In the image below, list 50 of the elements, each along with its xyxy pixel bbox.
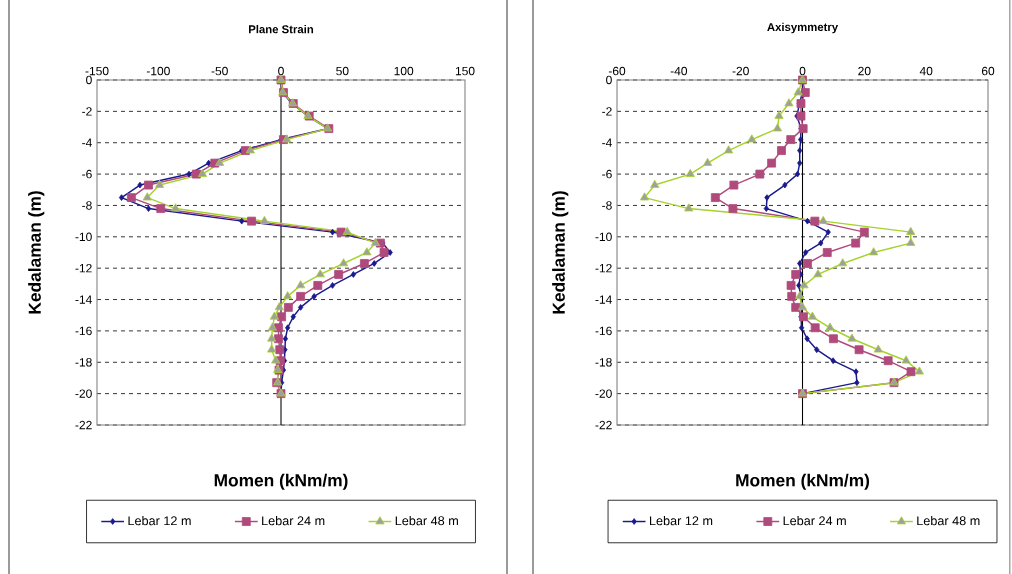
x-tick-label: -40 xyxy=(670,66,688,76)
x-axis-title: Momen (kNm/m) xyxy=(736,473,870,490)
y-axis-title: Kedalaman (m) xyxy=(552,191,569,314)
x-tick-label: 100 xyxy=(394,66,414,76)
chart-title: Axisymmetry xyxy=(767,22,839,34)
legend-label: Lebar 24 m xyxy=(262,515,325,526)
x-tick-label: 60 xyxy=(981,66,995,76)
legend-label: Lebar 48 m xyxy=(917,515,980,526)
y-tick-label: 0 xyxy=(86,75,92,85)
x-tick-label: 40 xyxy=(919,66,933,76)
y-tick-label: -8 xyxy=(82,201,92,210)
x-tick-label: 0 xyxy=(799,66,806,76)
y-tick-label: -4 xyxy=(82,138,92,147)
x-tick-label: -150 xyxy=(85,66,109,76)
y-tick-label: -6 xyxy=(82,169,92,179)
y-tick-label: -4 xyxy=(602,138,612,147)
y-tick-label: -2 xyxy=(602,107,612,116)
y-tick-label: -22 xyxy=(75,420,92,430)
x-tick-label: -50 xyxy=(211,66,228,76)
legend-label: Lebar 48 m xyxy=(395,515,458,526)
y-tick-label: -10 xyxy=(75,232,92,242)
y-tick-label: -8 xyxy=(602,201,612,210)
x-tick-label: -20 xyxy=(732,66,749,76)
x-tick-label: -100 xyxy=(146,66,170,76)
legend-label: Lebar 24 m xyxy=(783,515,846,526)
y-tick-label: -10 xyxy=(595,232,612,242)
y-tick-label: 0 xyxy=(606,75,612,85)
y-tick-label: -6 xyxy=(602,169,612,179)
y-tick-label: -12 xyxy=(75,263,92,273)
y-tick-label: -20 xyxy=(595,389,612,398)
x-axis-title: Momen (kNm/m) xyxy=(214,473,348,490)
y-tick-label: -12 xyxy=(595,263,612,273)
legend-label: Lebar 12 m xyxy=(649,515,713,526)
y-tick-label: -14 xyxy=(75,295,92,304)
y-tick-label: -18 xyxy=(595,358,612,367)
x-tick-label: 50 xyxy=(336,66,349,76)
y-tick-label: -14 xyxy=(595,295,612,304)
y-tick-label: -20 xyxy=(75,389,92,398)
y-tick-label: -22 xyxy=(595,420,612,430)
y-axis-title: Kedalaman (m) xyxy=(28,191,45,314)
x-tick-label: -60 xyxy=(608,66,626,76)
y-tick-label: -16 xyxy=(75,326,92,336)
x-tick-label: 150 xyxy=(455,66,475,76)
legend-label: Lebar 12 m xyxy=(128,515,191,526)
y-tick-label: -16 xyxy=(595,326,612,336)
x-tick-label: 20 xyxy=(858,66,871,76)
x-tick-label: 0 xyxy=(278,66,284,76)
y-tick-label: -18 xyxy=(75,358,92,367)
y-tick-label: -2 xyxy=(82,107,92,116)
chart-title: Plane Strain xyxy=(249,24,314,34)
